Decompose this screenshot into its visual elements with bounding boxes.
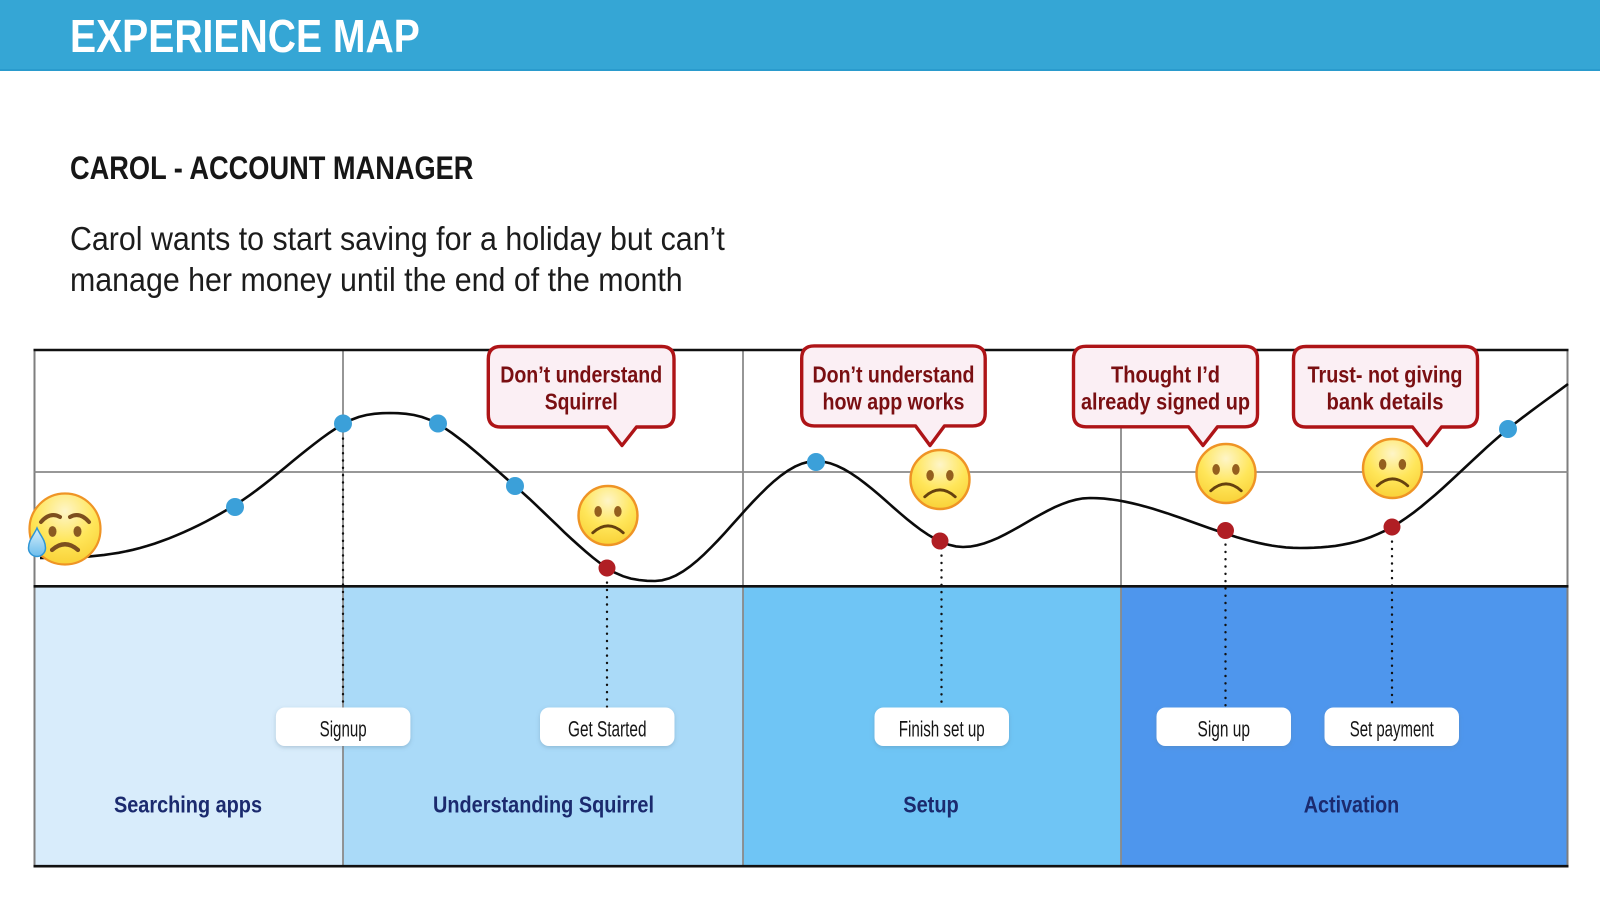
svg-text:Trust- not giving: Trust- not giving <box>1308 362 1463 388</box>
svg-text:Squirrel: Squirrel <box>545 388 618 414</box>
svg-text:already signed up: already signed up <box>1081 388 1250 414</box>
svg-text:how app works: how app works <box>823 388 965 414</box>
svg-text:Thought I’d: Thought I’d <box>1111 362 1220 388</box>
svg-text:Set payment: Set payment <box>1350 717 1434 742</box>
svg-text:Don’t understand: Don’t understand <box>813 362 975 388</box>
svg-text:Setup: Setup <box>903 792 959 818</box>
svg-text:Sign up: Sign up <box>1198 717 1251 742</box>
svg-text:Searching apps: Searching apps <box>114 792 262 818</box>
svg-text:bank details: bank details <box>1327 388 1444 414</box>
svg-text:Don’t understand: Don’t understand <box>500 362 662 388</box>
svg-text:Get Started: Get Started <box>568 717 647 742</box>
svg-text:Activation: Activation <box>1304 792 1400 818</box>
svg-text:Understanding Squirrel: Understanding Squirrel <box>433 792 654 818</box>
svg-text:Finish set up: Finish set up <box>899 717 985 742</box>
svg-text:Signup: Signup <box>320 717 367 742</box>
